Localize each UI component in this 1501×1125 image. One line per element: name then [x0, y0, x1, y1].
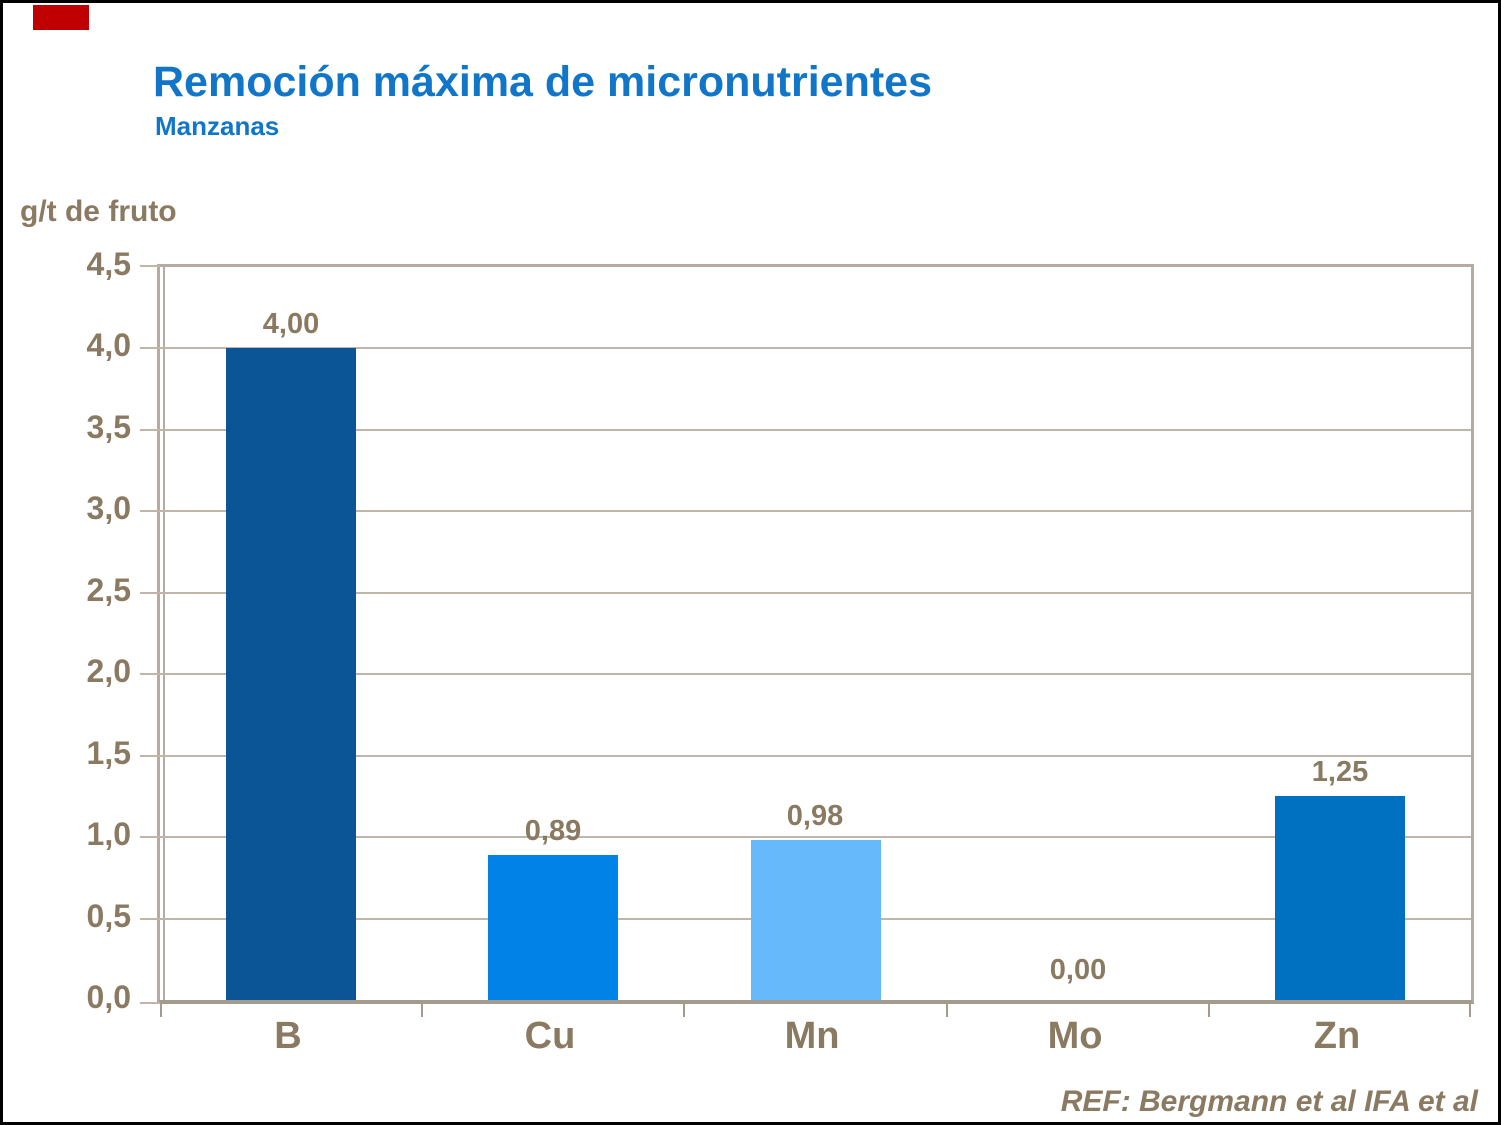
y-tick-label-1,0: 1,0: [86, 816, 131, 852]
chart-subtitle: Manzanas: [155, 111, 280, 141]
y-tick-label-2,5: 2,5: [86, 572, 131, 608]
y-axis-tick-labels: 4,5 4,0 3,5 3,0 2,5 2,0 1,5 1,0 0,5 0,0: [3, 246, 131, 1015]
reference-note: REF: Bergmann et al IFA et al: [1060, 1085, 1478, 1118]
gridline: [140, 429, 1471, 431]
y-tick-label-4,5: 4,5: [86, 246, 131, 282]
x-axis-tick: [946, 1004, 948, 1017]
bar-Mn: [751, 840, 881, 1000]
value-label-Zn: 1,25: [1311, 756, 1369, 788]
y-axis-unit-label: g/t de fruto: [20, 195, 177, 228]
x-category-label-Mo: Mo: [1047, 1015, 1103, 1057]
chart-title: Remoción máxima de micronutrientes: [153, 58, 932, 106]
gridline: [140, 836, 1471, 838]
chart-plot-area: 4,00 0,89 0,98 0,00 1,25: [140, 264, 1474, 1017]
value-label-Cu: 0,89: [524, 815, 582, 847]
y-axis-tick: [140, 265, 160, 267]
x-axis-tick: [160, 1004, 162, 1017]
gridline: [140, 592, 1471, 594]
x-axis-category-labels: B Cu Mn Mo Zn: [157, 1015, 1468, 1067]
x-axis-tick: [683, 1004, 685, 1017]
bar-Cu: [488, 855, 618, 1000]
y-tick-label-1,5: 1,5: [86, 735, 131, 771]
gridline: [140, 673, 1471, 675]
gridline: [140, 510, 1471, 512]
x-category-label-Zn: Zn: [1313, 1015, 1361, 1057]
y-axis-tick: [140, 1002, 160, 1004]
x-axis-tick: [421, 1004, 423, 1017]
bar-B: [226, 348, 356, 1000]
gridline: [140, 755, 1471, 757]
x-category-label-Cu: Cu: [524, 1015, 576, 1057]
value-label-Mn: 0,98: [786, 800, 844, 832]
y-tick-label-3,0: 3,0: [86, 490, 131, 526]
bar-Zn: [1275, 796, 1405, 1000]
y-axis-inner-line: [163, 267, 165, 1000]
x-category-label-B: B: [274, 1015, 302, 1057]
y-tick-label-0,0: 0,0: [86, 979, 131, 1015]
x-axis-tick: [1469, 1004, 1471, 1017]
x-axis-tick: [1208, 1004, 1210, 1017]
y-tick-label-2,0: 2,0: [86, 653, 131, 689]
x-category-label-Mn: Mn: [784, 1015, 840, 1057]
value-label-B: 4,00: [262, 308, 320, 340]
y-tick-label-4,0: 4,0: [86, 327, 131, 363]
red-corner-marker: [33, 5, 89, 30]
y-tick-label-0,5: 0,5: [86, 898, 131, 934]
gridline: [140, 347, 1471, 349]
y-tick-label-3,5: 3,5: [86, 409, 131, 445]
value-label-Mo: 0,00: [1049, 954, 1107, 986]
